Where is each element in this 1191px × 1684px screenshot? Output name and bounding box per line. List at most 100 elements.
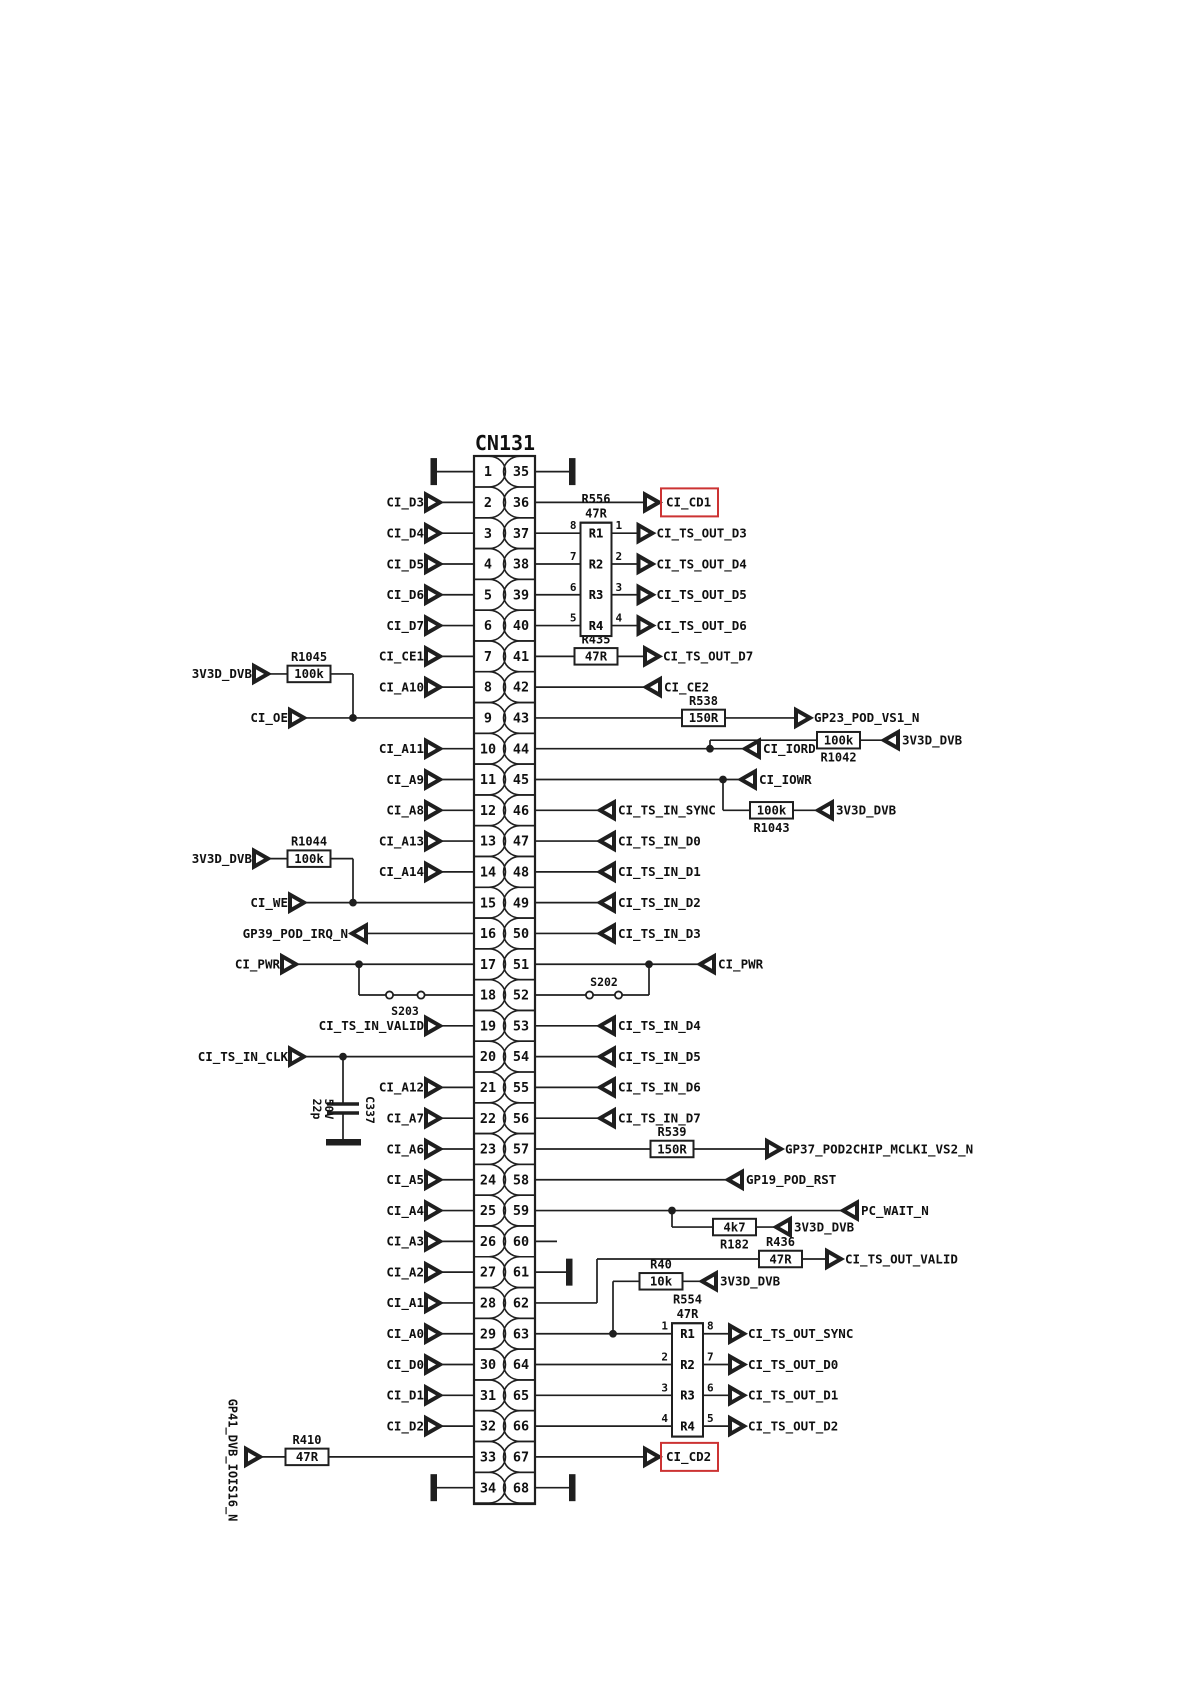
signal-arrow-right-icon <box>424 1353 445 1376</box>
signal-arrow-right-icon <box>643 644 664 668</box>
pin-number: 44 <box>513 741 529 757</box>
signal-arrow-right-icon <box>288 706 309 730</box>
signal-arrow-right-icon <box>252 847 273 871</box>
resistor-value: 100k <box>824 734 854 748</box>
pin-number: 31 <box>480 1388 496 1404</box>
resistor-name: R538 <box>689 694 718 708</box>
signal-arrow-right-icon <box>728 1322 749 1346</box>
termination-bar <box>569 1474 576 1502</box>
pin-contact-left <box>474 1286 507 1320</box>
pack-element-label: R4 <box>680 1419 694 1433</box>
jumper-contact <box>416 990 426 1000</box>
resistor-name: R539 <box>658 1125 687 1139</box>
net-label: CI_A1 <box>386 1295 424 1311</box>
signal-arrow-right-icon <box>424 1106 445 1130</box>
pin-contact-right <box>502 1163 535 1196</box>
net-label: GP39_POD_IRQ_N <box>243 926 348 942</box>
pin-contact-right <box>502 855 535 889</box>
pin-contact-right <box>502 1255 535 1289</box>
resistor-pack-name: R556 <box>582 492 611 506</box>
pin-number: 2 <box>484 495 492 511</box>
signal-arrow-left-icon <box>879 728 900 752</box>
pin-contact-right <box>502 1225 535 1258</box>
pin-number: 33 <box>480 1449 496 1465</box>
pack-pin-number: 4 <box>616 612 623 625</box>
pin-number: 9 <box>484 711 492 727</box>
pack-element-label: R1 <box>680 1327 694 1341</box>
pin-contact-left <box>474 763 507 796</box>
pin-number: 17 <box>480 957 496 973</box>
pin-number: 16 <box>480 926 496 942</box>
pin-contact-right <box>502 948 535 981</box>
pin-contact-left <box>474 1317 507 1350</box>
pin-contact-left <box>474 1225 507 1258</box>
resistor-pack-value: 47R <box>585 507 607 521</box>
signal-arrow-right-icon <box>424 1322 445 1346</box>
signal-arrow-right-icon <box>636 552 657 576</box>
pin-number: 26 <box>480 1234 496 1250</box>
pin-number: 38 <box>513 557 529 573</box>
pin-contact-left <box>474 455 507 488</box>
signal-arrow-right-icon <box>728 1353 749 1376</box>
capacitor-name: C337 <box>363 1096 377 1124</box>
pin-contact-right <box>502 1409 535 1443</box>
jumper-name: S202 <box>590 975 618 989</box>
signal-arrow-right-icon <box>825 1247 846 1271</box>
pin-contact-right <box>502 1009 535 1043</box>
pack-pin-number: 6 <box>570 581 577 594</box>
net-label: CI_A8 <box>386 803 424 819</box>
signal-arrow-left-icon <box>595 1045 616 1069</box>
pack-pin-number: 5 <box>707 1412 714 1425</box>
signal-arrow-right-icon <box>424 1075 445 1099</box>
pin-contact-left <box>474 578 507 611</box>
signal-arrow-right-icon <box>424 737 445 761</box>
net-label: CI_TS_IN_D5 <box>618 1049 701 1065</box>
pin-contact-left <box>474 1101 507 1135</box>
net-label: CI_TS_IN_D7 <box>618 1110 701 1126</box>
resistor-pack-name: R554 <box>673 1293 702 1307</box>
net-label: CI_TS_IN_D4 <box>618 1018 701 1034</box>
net-label: CI_IORD <box>763 741 816 757</box>
pin-number: 68 <box>513 1480 529 1496</box>
pin-contact-right <box>502 824 535 858</box>
pin-contact-right <box>502 1440 535 1474</box>
signal-arrow-right-icon <box>424 614 445 637</box>
signal-arrow-left-icon <box>595 922 616 945</box>
highlight-box <box>660 487 719 518</box>
signal-arrow-right-icon <box>794 706 815 730</box>
pin-contact-left <box>474 1440 507 1474</box>
signal-arrow-right-icon <box>424 1199 445 1223</box>
net-label: CI_A12 <box>379 1080 424 1096</box>
pack-element-label: R3 <box>589 588 603 602</box>
signal-arrow-right-icon <box>424 644 445 668</box>
pin-contact-left <box>474 1471 507 1504</box>
pin-contact-right <box>502 1317 535 1350</box>
pack-pin-number: 1 <box>616 519 623 532</box>
pin-number: 25 <box>480 1203 496 1219</box>
pin-contact-right <box>502 701 535 735</box>
signal-arrow-right-icon <box>424 1014 445 1038</box>
rail-label: 3V3D_DVB <box>836 803 897 819</box>
signal-arrow-left-icon <box>723 1168 744 1192</box>
pin-number: 59 <box>513 1203 529 1219</box>
pack-pin-number: 8 <box>707 1320 714 1333</box>
pack-pin-number: 3 <box>661 1381 668 1394</box>
net-label: CI_TS_OUT_D5 <box>657 587 747 603</box>
pin-contact-right <box>502 917 535 950</box>
pin-contact-right <box>502 1194 535 1227</box>
signal-arrow-left-icon <box>736 768 757 791</box>
net-label: CI_D7 <box>386 618 424 634</box>
signal-arrow-left-icon <box>595 860 616 884</box>
net-label: CI_A5 <box>386 1172 424 1188</box>
signal-arrow-left-icon <box>595 1106 616 1130</box>
signal-arrow-right-icon <box>252 662 273 686</box>
net-label: CI_TS_IN_D6 <box>618 1080 701 1096</box>
pin-number: 32 <box>480 1419 496 1435</box>
pin-contact-left <box>474 1163 507 1196</box>
pin-number: 29 <box>480 1326 496 1342</box>
net-label: CI_TS_IN_D3 <box>618 926 701 942</box>
pin-number: 42 <box>513 680 529 696</box>
rail-label: 3V3D_DVB <box>794 1219 855 1235</box>
resistor-pack-outline <box>579 521 613 638</box>
pin-number: 55 <box>513 1080 529 1096</box>
